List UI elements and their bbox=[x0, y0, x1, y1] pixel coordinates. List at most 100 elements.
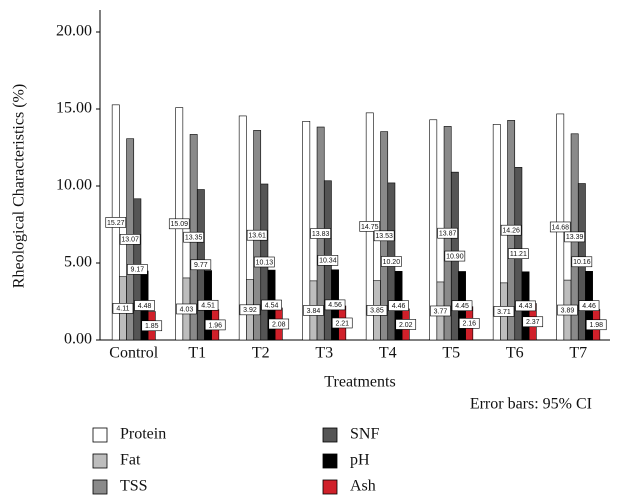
value-label-box bbox=[549, 221, 571, 233]
value-label: 14.68 bbox=[551, 224, 569, 231]
value-label: 2.08 bbox=[272, 321, 286, 328]
value-label-box bbox=[183, 231, 204, 243]
value-label-box bbox=[585, 319, 607, 331]
value-label: 11.21 bbox=[510, 251, 527, 258]
value-label: 2.16 bbox=[462, 321, 476, 328]
value-label-box bbox=[508, 248, 529, 259]
value-label: 1.85 bbox=[145, 323, 159, 330]
value-label: 15.09 bbox=[170, 221, 188, 228]
value-label-box bbox=[246, 229, 268, 241]
value-label-box bbox=[324, 299, 346, 311]
legend-label: Ash bbox=[350, 478, 376, 495]
value-label-box bbox=[190, 259, 212, 271]
value-label-box bbox=[261, 299, 282, 311]
value-label-box bbox=[254, 256, 275, 268]
value-label: 10.20 bbox=[383, 259, 401, 266]
value-label-box bbox=[134, 300, 155, 311]
x-axis-title: Treatments bbox=[324, 374, 395, 391]
value-label: 13.83 bbox=[312, 231, 330, 238]
legend-label: TSS bbox=[120, 478, 148, 495]
value-label: 13.07 bbox=[121, 237, 139, 244]
value-label: 1.96 bbox=[208, 322, 222, 329]
legend-swatch bbox=[92, 427, 108, 443]
x-tick-label: T4 bbox=[379, 345, 397, 362]
value-label: 4.48 bbox=[138, 303, 152, 310]
value-label: 15.27 bbox=[107, 220, 125, 227]
value-label: 14.26 bbox=[502, 228, 520, 235]
value-label: 4.54 bbox=[265, 302, 279, 309]
value-label-box bbox=[515, 300, 536, 312]
value-label: 10.16 bbox=[573, 259, 591, 266]
legend-label: pH bbox=[350, 452, 370, 469]
value-label: 14.75 bbox=[361, 224, 379, 231]
value-label: 4.46 bbox=[392, 303, 406, 310]
value-label-box bbox=[119, 234, 141, 245]
value-label-box bbox=[451, 300, 473, 312]
x-tick-label: T3 bbox=[315, 345, 333, 362]
value-label-box bbox=[204, 319, 226, 331]
value-label-box bbox=[373, 230, 395, 242]
legend-label: Fat bbox=[120, 452, 141, 469]
value-label: 3.77 bbox=[434, 308, 448, 315]
value-label-box bbox=[500, 224, 522, 236]
value-label-box bbox=[366, 305, 388, 316]
legend-swatch bbox=[92, 453, 108, 469]
x-tick-label: T7 bbox=[569, 345, 587, 362]
value-label-box bbox=[458, 318, 480, 329]
value-label: 13.35 bbox=[185, 235, 203, 242]
value-label-box bbox=[359, 221, 381, 232]
value-label-box bbox=[578, 300, 600, 311]
value-label: 10.34 bbox=[319, 258, 337, 265]
legend-swatch bbox=[92, 479, 108, 495]
y-axis-title: Rheological Characteristics (%) bbox=[11, 84, 28, 288]
value-label-box bbox=[197, 299, 219, 311]
x-tick-label: T1 bbox=[188, 345, 206, 362]
legend-label: SNF bbox=[350, 426, 379, 443]
value-label-box bbox=[522, 316, 544, 328]
bar bbox=[238, 115, 247, 341]
value-label-box bbox=[381, 256, 402, 267]
value-label: 13.61 bbox=[248, 233, 266, 240]
value-label: 13.39 bbox=[566, 234, 584, 241]
value-label-box bbox=[127, 264, 148, 275]
y-tick-label: 5.00 bbox=[64, 254, 92, 271]
bar bbox=[429, 119, 438, 341]
value-label: 1.98 bbox=[589, 322, 603, 329]
value-label: 2.21 bbox=[335, 320, 349, 327]
value-label-box bbox=[268, 318, 290, 330]
x-tick-label: T2 bbox=[252, 345, 270, 362]
legend-label: Protein bbox=[120, 426, 166, 443]
value-label: 3.84 bbox=[307, 308, 321, 315]
x-tick-label: T6 bbox=[506, 345, 524, 362]
value-label-box bbox=[176, 303, 197, 315]
value-label: 4.11 bbox=[116, 306, 129, 313]
value-label: 4.43 bbox=[519, 303, 533, 310]
y-tick-label: 10.00 bbox=[56, 177, 92, 194]
value-label-box bbox=[395, 319, 417, 330]
legend-swatch bbox=[322, 479, 338, 495]
value-label-box bbox=[571, 256, 593, 268]
value-label: 4.51 bbox=[201, 303, 215, 310]
value-label: 4.45 bbox=[455, 303, 469, 310]
value-label: 4.03 bbox=[180, 306, 194, 313]
legend-swatch bbox=[322, 453, 338, 469]
value-label: 3.71 bbox=[497, 309, 511, 316]
value-label-box bbox=[303, 305, 324, 316]
value-label-box bbox=[239, 304, 261, 316]
legend-swatch bbox=[322, 427, 338, 443]
value-label: 9.77 bbox=[194, 262, 208, 269]
value-label-box bbox=[141, 320, 163, 332]
value-label-box bbox=[168, 218, 190, 230]
x-tick-label: Control bbox=[109, 345, 158, 362]
y-tick-label: 20.00 bbox=[56, 23, 92, 40]
value-label-box bbox=[493, 306, 515, 317]
value-label-box bbox=[388, 300, 409, 311]
value-label: 4.56 bbox=[328, 302, 342, 309]
value-label-box bbox=[317, 255, 339, 266]
x-tick-label: T5 bbox=[442, 345, 460, 362]
value-label: 10.13 bbox=[256, 259, 274, 266]
value-label-box bbox=[105, 217, 127, 228]
value-label-box bbox=[310, 228, 331, 239]
value-label: 2.02 bbox=[399, 322, 413, 329]
